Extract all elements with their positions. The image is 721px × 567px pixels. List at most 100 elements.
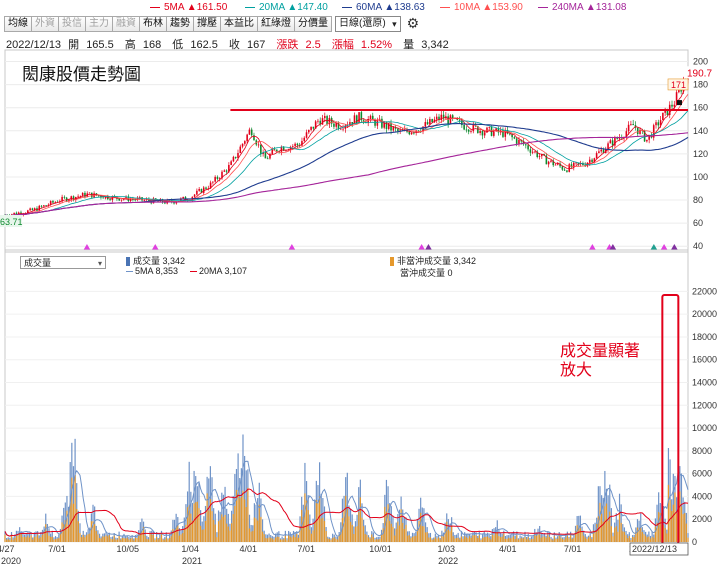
x-tick-label: 10/01 <box>369 544 392 554</box>
non-daytrade-bar <box>384 506 386 542</box>
volume-bar <box>281 536 283 542</box>
candle-body <box>431 118 433 123</box>
candle-body <box>79 195 82 197</box>
candle-body <box>662 112 664 121</box>
non-daytrade-bar <box>576 525 578 542</box>
candle-body <box>609 140 612 144</box>
non-daytrade-bar <box>323 520 326 542</box>
volume-bar <box>532 535 534 542</box>
non-daytrade-bar <box>446 521 448 542</box>
toolbar-button-foreign[interactable]: 外資 <box>31 16 59 32</box>
non-daytrade-bar <box>403 528 405 542</box>
time-axis: 4/27 7/01 10/05 1/04 4/01 7/01 10/01 1/03 4/01 7/… <box>0 542 689 566</box>
volume-bar <box>286 538 288 542</box>
non-daytrade-bar <box>465 537 467 542</box>
high-label: 高 <box>124 39 136 51</box>
non-daytrade-bar <box>578 527 580 542</box>
non-daytrade-bar <box>455 538 458 542</box>
non-daytrade-bar <box>436 538 438 542</box>
non-daytrade-bar <box>685 523 687 542</box>
non-daytrade-bar <box>480 539 482 542</box>
non-daytrade-bar <box>382 528 384 542</box>
candle-body <box>502 130 504 137</box>
x-tick-label: 4/01 <box>239 544 257 554</box>
non-daytrade-bar <box>548 537 551 542</box>
volume-bar <box>208 478 210 542</box>
candle-body <box>559 163 561 167</box>
non-daytrade-bar <box>172 529 174 542</box>
volume-tick-label: 8000 <box>692 446 712 456</box>
candle-body <box>413 132 415 134</box>
non-daytrade-bar <box>499 537 502 542</box>
candle-body <box>387 123 390 129</box>
volume-bar <box>467 534 469 542</box>
candle-body <box>451 115 454 119</box>
non-daytrade-bar <box>669 499 671 542</box>
non-daytrade-bar <box>48 535 50 542</box>
non-daytrade-bar <box>217 521 220 542</box>
ma-line-160 <box>4 132 689 217</box>
toolbar-button-margin[interactable]: 融資 <box>112 16 140 32</box>
non-daytrade-bar <box>253 517 256 542</box>
gear-icon[interactable]: ⚙ <box>406 15 420 31</box>
candle-body <box>561 166 564 170</box>
non-daytrade-bar <box>393 535 396 542</box>
non-daytrade-bar <box>475 535 477 542</box>
volume-bar <box>224 486 226 542</box>
non-daytrade-bar <box>144 535 146 542</box>
non-daytrade-bar <box>271 538 273 542</box>
non-daytrade-bar <box>527 537 529 542</box>
non-daytrade-bar <box>146 538 148 542</box>
volume-bar <box>610 508 612 542</box>
non-daytrade-bar <box>227 526 229 542</box>
candle-body <box>225 170 228 172</box>
candle-body <box>104 195 107 199</box>
non-daytrade-bar <box>658 512 660 542</box>
non-daytrade-bar <box>452 536 454 542</box>
non-daytrade-bar <box>553 536 555 542</box>
candle-body <box>591 159 593 162</box>
volume-bar <box>111 536 114 542</box>
non-daytrade-bar <box>291 537 293 542</box>
non-daytrade-bar <box>609 511 611 542</box>
non-daytrade-bar <box>90 521 92 542</box>
non-daytrade-bar <box>429 537 432 542</box>
candle-body <box>646 139 648 142</box>
candle-body <box>397 128 399 132</box>
candle-body <box>333 123 335 127</box>
volume-tick-label: 2000 <box>692 514 712 524</box>
non-daytrade-bar <box>617 531 619 542</box>
non-daytrade-bar <box>139 532 141 542</box>
candle-body <box>602 149 605 154</box>
candle-body <box>600 149 602 152</box>
candle-body <box>410 132 413 135</box>
non-daytrade-bar <box>38 538 40 542</box>
period-select[interactable]: 日線(還原) <box>335 16 401 32</box>
candle-body <box>678 89 680 93</box>
ma-line-5 <box>4 83 689 217</box>
non-daytrade-bar <box>550 538 552 542</box>
non-daytrade-bar <box>594 531 596 542</box>
non-daytrade-bar <box>646 537 648 542</box>
volume-bar <box>393 528 396 542</box>
candle-body <box>310 126 312 130</box>
candle-body <box>248 129 251 135</box>
toolbar-button-volume-profile[interactable]: 分價量 <box>294 16 332 32</box>
non-daytrade-bar <box>680 506 683 542</box>
non-daytrade-bar <box>687 537 689 542</box>
non-daytrade-bar <box>138 534 140 542</box>
non-daytrade-bar <box>299 526 301 542</box>
non-daytrade-bar <box>314 522 316 542</box>
x-tick-label: 2022/12/13 <box>632 544 677 554</box>
non-daytrade-bar <box>309 529 311 542</box>
non-daytrade-bar <box>167 539 169 542</box>
non-daytrade-bar <box>612 536 614 542</box>
non-daytrade-bar <box>278 536 280 542</box>
candle-body <box>77 196 79 198</box>
candle-body <box>84 192 86 197</box>
non-daytrade-bar <box>270 537 272 542</box>
non-daytrade-bar <box>196 501 198 542</box>
non-daytrade-bar <box>250 531 252 542</box>
non-daytrade-bar <box>98 537 101 542</box>
volume-indicator-select[interactable]: 成交量 <box>20 256 106 270</box>
